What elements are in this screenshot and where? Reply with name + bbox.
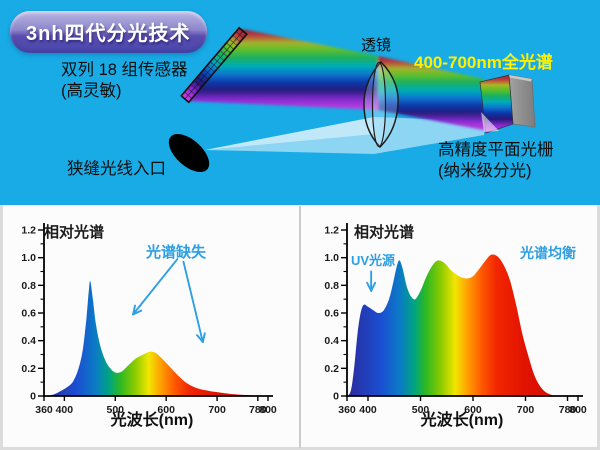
svg-text:0.6: 0.6 — [324, 308, 339, 320]
svg-text:1.0: 1.0 — [21, 252, 36, 264]
optical-path-diagram — [168, 26, 536, 173]
spectrum-area — [44, 280, 268, 396]
svg-text:1.0: 1.0 — [324, 252, 339, 264]
svg-text:0.8: 0.8 — [324, 280, 339, 292]
svg-text:0.4: 0.4 — [324, 335, 339, 347]
grating-label-line2: (纳米级分光) — [438, 161, 532, 180]
svg-text:1.2: 1.2 — [324, 225, 339, 237]
spectrum-area — [348, 254, 578, 396]
svg-text:500: 500 — [107, 404, 125, 416]
sensor-label-line2: (高灵敏) — [61, 81, 122, 100]
chart-right-title: 相对光谱 — [354, 224, 415, 241]
ticks — [341, 229, 579, 401]
svg-text:0.4: 0.4 — [21, 335, 36, 347]
svg-text:800: 800 — [259, 404, 277, 416]
svg-text:0.8: 0.8 — [21, 280, 36, 292]
spectrum-missing-annotation: 光谱缺失 — [146, 244, 207, 261]
lens — [363, 60, 399, 149]
svg-text:360: 360 — [338, 404, 356, 416]
spectrum-balanced-annotation: 光谱均衡 — [520, 245, 576, 261]
sensor-label-line1: 双列 18 组传感器 — [61, 61, 188, 79]
svg-text:700: 700 — [208, 404, 226, 416]
light-beam — [205, 117, 484, 154]
slit-label: 狭缝光线入口 — [67, 160, 166, 178]
chart-left-title: 相对光谱 — [44, 224, 105, 241]
svg-text:0: 0 — [333, 391, 339, 403]
svg-text:0.2: 0.2 — [21, 363, 36, 375]
grating-label-line1: 高精度平面光栅 — [438, 141, 554, 159]
svg-text:0.2: 0.2 — [324, 363, 339, 375]
svg-text:400: 400 — [56, 404, 74, 416]
slit-ellipse — [168, 133, 210, 173]
chart-right-xaxis-label: 光波长(nm) — [420, 412, 504, 429]
svg-text:500: 500 — [412, 404, 430, 416]
sensor-label: 双列 18 组传感器 (高灵敏) — [61, 60, 188, 101]
grating-label: 高精度平面光栅 (纳米级分光) — [438, 140, 554, 181]
ticks — [38, 229, 269, 401]
annotation-arrows — [366, 270, 377, 292]
svg-text:600: 600 — [157, 404, 175, 416]
svg-text:780: 780 — [249, 404, 267, 416]
chart-left-xaxis-label: 光波长(nm) — [110, 412, 194, 429]
svg-text:1.2: 1.2 — [21, 225, 36, 237]
svg-text:800: 800 — [569, 404, 587, 416]
svg-text:0.6: 0.6 — [21, 308, 36, 320]
svg-text:600: 600 — [464, 404, 482, 416]
sensor-array — [180, 26, 248, 104]
uv-source-annotation: UV光源 — [351, 253, 396, 268]
title-badge: 3nh四代分光技术 — [10, 11, 207, 53]
lens-label: 透镜 — [361, 37, 392, 54]
svg-text:700: 700 — [517, 404, 535, 416]
grating — [479, 74, 536, 134]
svg-text:0: 0 — [30, 391, 36, 403]
full-spectrum-label: 400-700nm全光谱 — [414, 53, 553, 72]
svg-text:780: 780 — [559, 404, 577, 416]
panel-divider — [299, 206, 301, 448]
svg-text:360: 360 — [35, 404, 53, 416]
svg-text:400: 400 — [359, 404, 377, 416]
annotation-arrows — [132, 258, 206, 344]
